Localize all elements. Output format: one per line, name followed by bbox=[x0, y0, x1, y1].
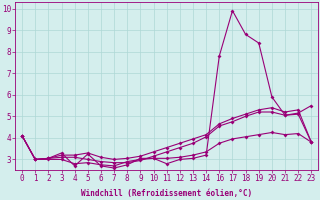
X-axis label: Windchill (Refroidissement éolien,°C): Windchill (Refroidissement éolien,°C) bbox=[81, 189, 252, 198]
